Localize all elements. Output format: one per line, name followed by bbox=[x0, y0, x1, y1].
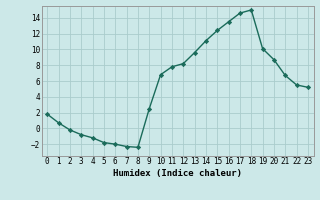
X-axis label: Humidex (Indice chaleur): Humidex (Indice chaleur) bbox=[113, 169, 242, 178]
